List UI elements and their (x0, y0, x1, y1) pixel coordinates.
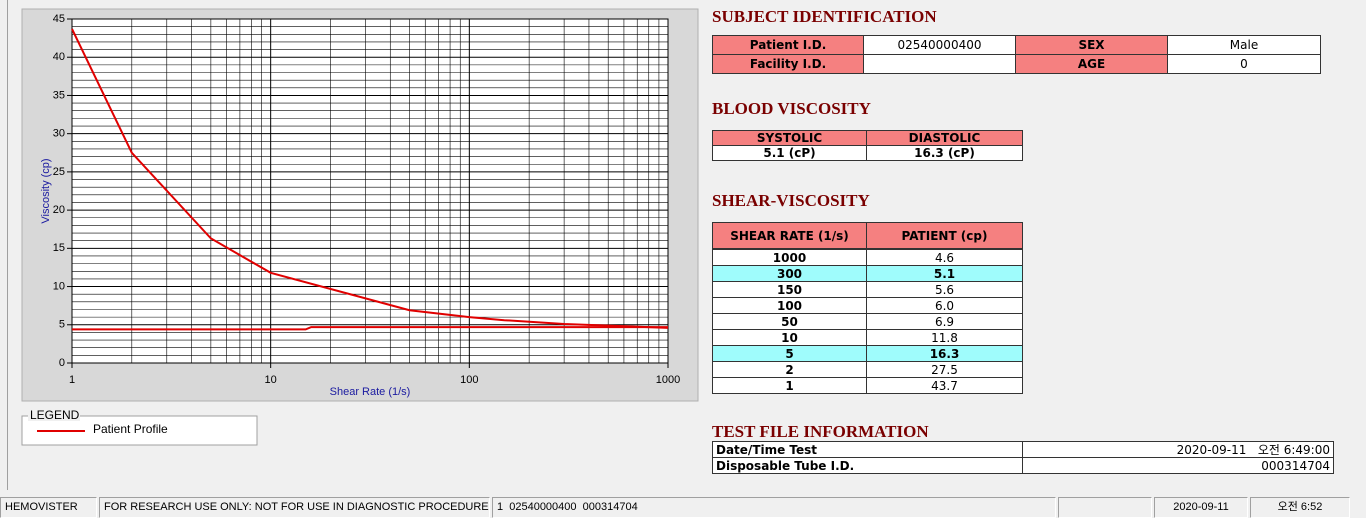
chart: Shear Rate (1/s) Viscosity (cp) LEGEND P… (21, 8, 699, 446)
table-cell: Male (1167, 35, 1321, 55)
table-cell: 02540000400 (863, 35, 1016, 55)
table-cell: 2 (712, 361, 867, 378)
table-cell: 5 (712, 345, 867, 362)
status-panel: HEMOVISTER (0, 497, 97, 518)
table-cell: 5.6 (866, 281, 1023, 298)
table-cell: Facility I.D. (712, 54, 864, 74)
table-cell: 11.8 (866, 329, 1023, 346)
table-cell: 2020-09-11 오전 6:49:00 (1022, 441, 1334, 458)
window-edge (7, 0, 8, 490)
table-cell: AGE (1015, 54, 1168, 74)
table-cell: Date/Time Test (712, 441, 1023, 458)
table-cell: 300 (712, 265, 867, 282)
table-cell (863, 54, 1016, 74)
section-title: TEST FILE INFORMATION (712, 422, 929, 441)
table-cell: SHEAR RATE (1/s) (712, 222, 867, 249)
section-title: BLOOD VISCOSITY (712, 99, 871, 118)
y-axis-label: Viscosity (cp) (40, 158, 52, 223)
y-tick-label: 35 (53, 89, 65, 101)
table-cell: 0 (1167, 54, 1321, 74)
y-tick-label: 20 (53, 204, 65, 216)
data-line (71, 28, 669, 329)
status-panel: 2020-09-11 (1154, 497, 1248, 518)
table-cell: 16.3 (cP) (866, 145, 1023, 161)
y-tick-label: 40 (53, 51, 65, 63)
table-cell: 150 (712, 281, 867, 298)
legend-label: Patient Profile (93, 422, 168, 436)
y-tick-label: 5 (59, 319, 65, 331)
x-axis-label: Shear Rate (1/s) (330, 386, 411, 398)
x-tick-label: 1000 (656, 374, 680, 386)
y-tick-label: 45 (53, 13, 65, 25)
x-tick-label: 10 (265, 374, 277, 386)
table-cell: 4.6 (866, 249, 1023, 266)
x-tick-label: 1 (69, 374, 75, 386)
section-title: SHEAR-VISCOSITY (712, 191, 870, 210)
section-title: SUBJECT IDENTIFICATION (712, 7, 937, 26)
y-tick-label: 15 (53, 242, 65, 254)
status-panel: 1 02540000400 000314704 (492, 497, 1056, 518)
status-panel: 오전 6:52 (1250, 497, 1350, 518)
status-panel (1058, 497, 1152, 518)
table-cell: 6.0 (866, 297, 1023, 314)
table-cell: 43.7 (866, 377, 1023, 394)
table-cell: 000314704 (1022, 457, 1334, 474)
y-tick-label: 0 (59, 357, 65, 369)
table-cell: SYSTOLIC (712, 130, 867, 146)
plot-area (71, 18, 669, 364)
table-cell: 1000 (712, 249, 867, 266)
legend-title: LEGEND (30, 408, 80, 422)
table-cell: SEX (1015, 35, 1168, 55)
y-tick-label: 25 (53, 166, 65, 178)
table-cell: 5.1 (866, 265, 1023, 282)
table-cell: 5.1 (cP) (712, 145, 867, 161)
table-cell: 100 (712, 297, 867, 314)
data-line (72, 326, 668, 331)
table-cell: Patient I.D. (712, 35, 864, 55)
table-cell: Disposable Tube I.D. (712, 457, 1023, 474)
legend-title-bg (28, 409, 80, 421)
table-cell: 1 (712, 377, 867, 394)
table-cell: 16.3 (866, 345, 1023, 362)
table-cell: DIASTOLIC (866, 130, 1023, 146)
y-tick-label: 10 (53, 280, 65, 292)
table-cell: 6.9 (866, 313, 1023, 330)
x-tick-label: 100 (460, 374, 478, 386)
table-cell: 10 (712, 329, 867, 346)
table-cell: 50 (712, 313, 867, 330)
y-tick-label: 30 (53, 128, 65, 140)
status-panel: FOR RESEARCH USE ONLY: NOT FOR USE IN DI… (99, 497, 490, 518)
table-cell: PATIENT (cp) (866, 222, 1023, 249)
table-cell: 27.5 (866, 361, 1023, 378)
